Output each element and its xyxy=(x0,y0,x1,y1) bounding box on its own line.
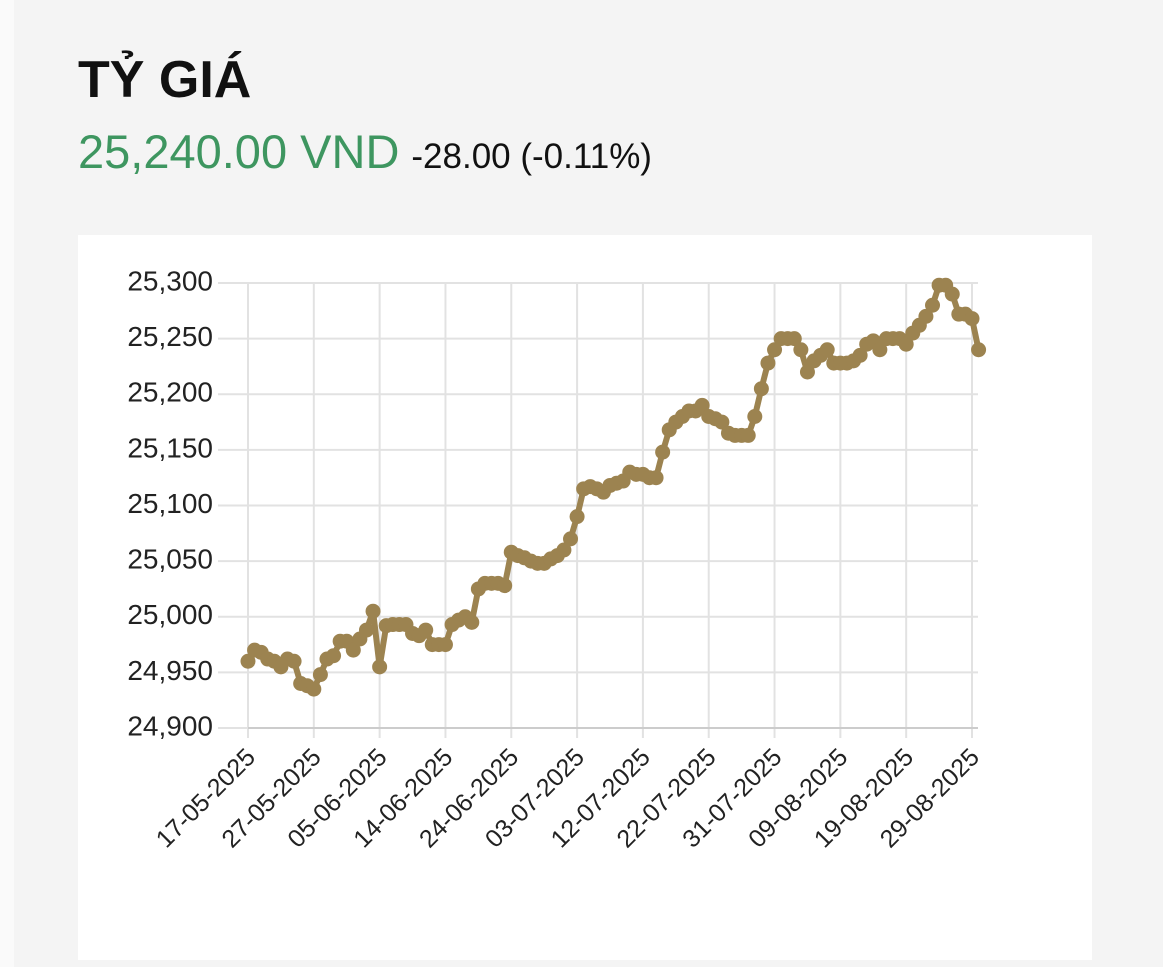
point xyxy=(648,470,664,486)
point xyxy=(497,578,513,594)
point xyxy=(694,397,710,413)
point xyxy=(740,427,756,443)
point xyxy=(767,342,783,358)
point xyxy=(852,347,868,363)
point xyxy=(819,342,835,358)
point xyxy=(312,667,328,683)
point xyxy=(326,648,342,664)
point xyxy=(753,381,769,397)
point xyxy=(464,614,480,630)
point xyxy=(358,622,374,638)
y-tick-label: 25,000 xyxy=(127,599,213,630)
point xyxy=(655,444,671,460)
y-tick-label: 24,900 xyxy=(127,710,213,741)
point xyxy=(569,509,585,525)
y-tick-label: 25,150 xyxy=(127,432,213,463)
point xyxy=(918,308,934,324)
price-row: 25,240.00 VND -28.00 (-0.11%) xyxy=(78,124,652,179)
y-tick-label: 25,250 xyxy=(127,321,213,352)
change: -28.00 (-0.11%) xyxy=(411,137,652,176)
point xyxy=(418,622,434,638)
point xyxy=(944,286,960,302)
chart: 24,900 24,950 25,000 25,050 25,100 25,150 25,2… xyxy=(78,235,1092,960)
point xyxy=(898,336,914,352)
point xyxy=(786,331,802,347)
point xyxy=(714,414,730,430)
y-tick-label: 24,950 xyxy=(127,655,213,686)
point xyxy=(240,653,256,669)
point xyxy=(563,531,579,547)
y-tick-label: 25,100 xyxy=(127,488,213,519)
point xyxy=(437,637,453,653)
point xyxy=(872,342,888,358)
point xyxy=(365,603,381,619)
point xyxy=(760,355,776,371)
price: 25,240.00 VND xyxy=(78,125,400,178)
point xyxy=(306,681,322,697)
y-tick-label: 25,050 xyxy=(127,544,213,575)
point xyxy=(345,642,361,658)
point xyxy=(793,342,809,358)
point xyxy=(372,659,388,675)
y-tick-label: 25,200 xyxy=(127,377,213,408)
point xyxy=(286,653,302,669)
edge xyxy=(0,0,14,967)
point xyxy=(971,342,987,358)
y-tick-label: 25,300 xyxy=(127,265,213,296)
title: TỶ GIÁ xyxy=(78,51,252,109)
point xyxy=(925,297,941,313)
point xyxy=(964,311,980,327)
point xyxy=(799,364,815,380)
point xyxy=(556,542,572,558)
point xyxy=(747,409,763,424)
